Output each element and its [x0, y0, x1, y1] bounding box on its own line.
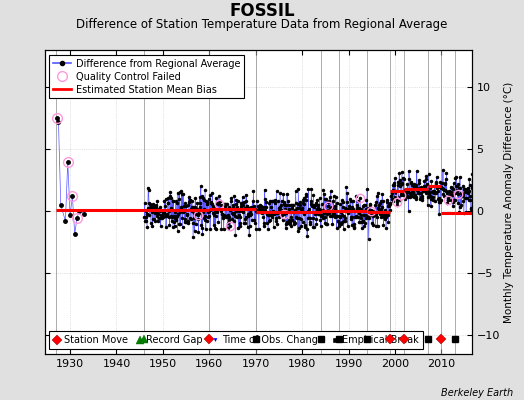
Text: Berkeley Earth: Berkeley Earth	[441, 388, 514, 398]
Y-axis label: Monthly Temperature Anomaly Difference (°C): Monthly Temperature Anomaly Difference (…	[504, 81, 514, 323]
Text: Difference of Station Temperature Data from Regional Average: Difference of Station Temperature Data f…	[77, 18, 447, 31]
Legend: Station Move, Record Gap, Time of Obs. Change, Empirical Break: Station Move, Record Gap, Time of Obs. C…	[49, 331, 422, 349]
Text: FOSSIL: FOSSIL	[229, 2, 295, 20]
